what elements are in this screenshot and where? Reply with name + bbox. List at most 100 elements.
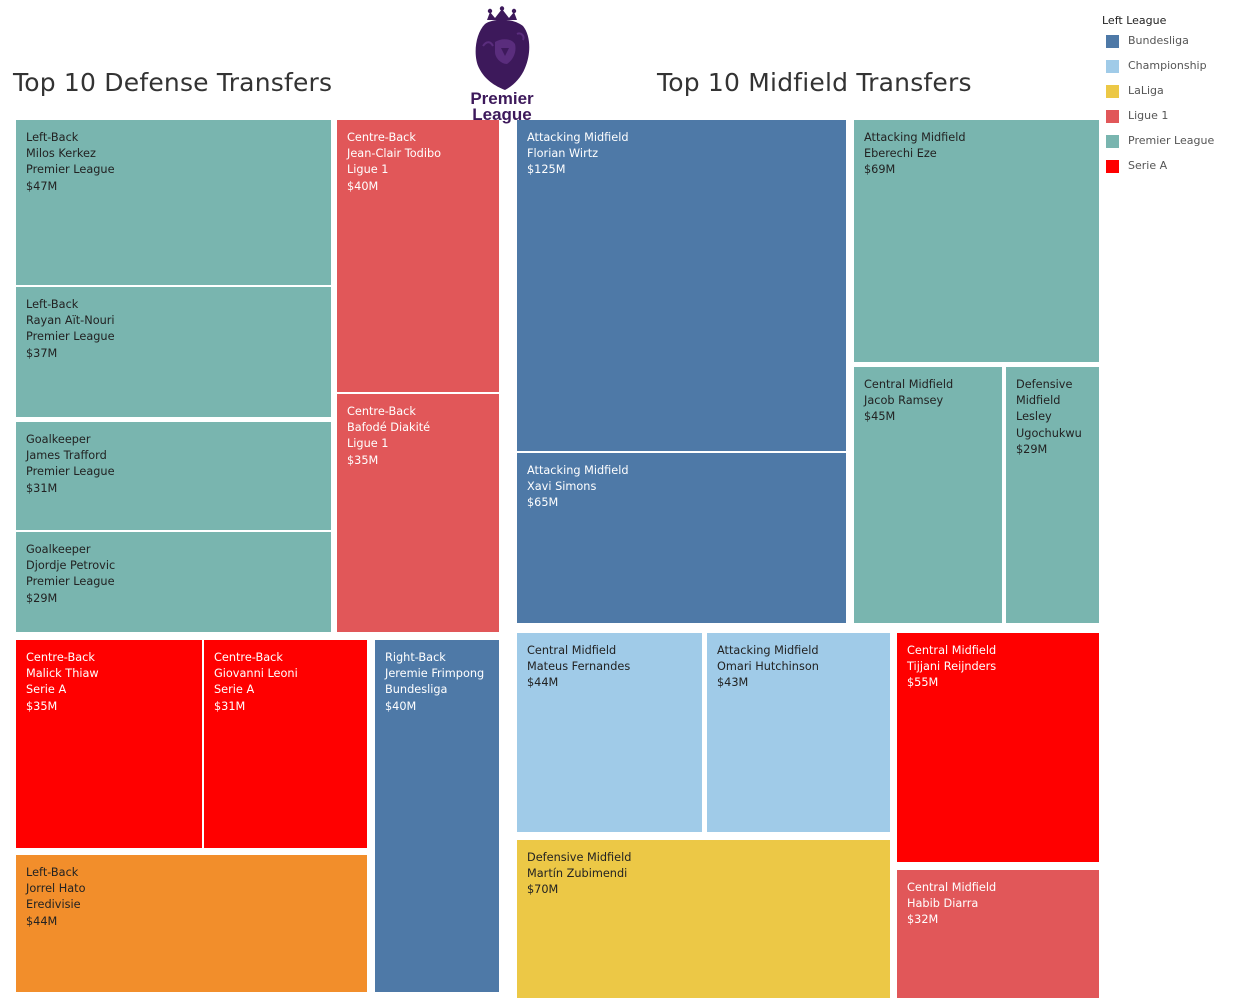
legend-swatch bbox=[1106, 160, 1119, 173]
tile-value-label: $35M bbox=[26, 699, 58, 713]
tile-position-label: Central Midfield bbox=[527, 644, 617, 657]
tile-value-label: $35M bbox=[347, 453, 379, 467]
tile-player-name: Tijjani Reijnders bbox=[907, 660, 997, 674]
legend-swatch bbox=[1106, 135, 1119, 148]
treemap-tile[interactable]: Centre-Back Giovanni Leoni Serie A $31M bbox=[204, 640, 367, 848]
tile-player-name-part: Lesley bbox=[1016, 410, 1052, 424]
tile-position-label-part: Midfield bbox=[1016, 394, 1061, 408]
treemap-tile[interactable]: Central Midfield Jacob Ramsey $45M bbox=[854, 367, 1002, 623]
tile-player-name: Jeremie Frimpong bbox=[385, 667, 485, 681]
tile-position-label: Centre-Back bbox=[347, 405, 416, 418]
tile-player-name: Eberechi Eze bbox=[864, 147, 937, 161]
treemap-tile[interactable]: Defensive Midfield Martín Zubimendi $70M bbox=[517, 840, 890, 998]
legend-label: Ligue 1 bbox=[1128, 109, 1169, 122]
tile-value-label: $125M bbox=[527, 163, 566, 177]
treemap-tile[interactable]: Goalkeeper James Trafford Premier League $3… bbox=[16, 422, 331, 530]
tile-position-label: Attacking Midfield bbox=[527, 131, 629, 144]
tile-league-label: Ligue 1 bbox=[347, 437, 389, 451]
tile-player-name: Omari Hutchinson bbox=[717, 660, 819, 674]
tile-league-label: Premier League bbox=[26, 575, 115, 589]
tile-league-label: Premier League bbox=[26, 163, 115, 177]
tile-position-label: Goalkeeper bbox=[26, 433, 91, 446]
tile-value-label: $40M bbox=[347, 179, 379, 193]
legend-item[interactable]: Serie A bbox=[1102, 158, 1167, 183]
tile-position-label-part: Defensive bbox=[1016, 378, 1073, 391]
tile-position-label: Centre-Back bbox=[26, 651, 95, 664]
tile-value-label: $69M bbox=[864, 163, 896, 177]
tile-position-label: Central Midfield bbox=[907, 644, 997, 657]
treemap-tile[interactable]: Centre-Back Malick Thiaw Serie A $35M bbox=[16, 640, 202, 848]
tile-position-label: Central Midfield bbox=[907, 881, 997, 894]
legend-items: Bundesliga Championship LaLiga Ligue 1 Premi… bbox=[1102, 33, 1214, 183]
logo-text-league: League bbox=[472, 105, 532, 124]
tile-player-name: Xavi Simons bbox=[527, 480, 597, 494]
tile-position-label: Right-Back bbox=[385, 651, 446, 664]
legend-label: Premier League bbox=[1128, 134, 1215, 147]
tile-league-label: Ligue 1 bbox=[347, 163, 389, 177]
tile-position-label: Central Midfield bbox=[864, 378, 954, 391]
treemap-tile[interactable]: Attacking Midfield Florian Wirtz $125M bbox=[517, 120, 846, 451]
midfield-chart-title: Top 10 Midfield Transfers bbox=[657, 68, 972, 97]
treemap-tile[interactable]: Central Midfield Tijjani Reijnders $55M bbox=[897, 633, 1099, 862]
legend-swatch bbox=[1106, 85, 1119, 98]
tile-league-label: Premier League bbox=[26, 465, 115, 479]
treemap-tile[interactable]: Left-Back Milos Kerkez Premier League $47M bbox=[16, 120, 331, 285]
legend-swatch bbox=[1106, 60, 1119, 73]
legend-item[interactable]: Premier League bbox=[1102, 133, 1214, 158]
legend-item[interactable]: LaLiga bbox=[1102, 83, 1166, 108]
treemap-tile[interactable]: Goalkeeper Djordje Petrovic Premier League… bbox=[16, 532, 331, 632]
treemap-tile[interactable]: Defensive Midfield Lesley Ugochukwu $29M bbox=[1006, 367, 1099, 623]
tile-value-label: $29M bbox=[26, 591, 58, 605]
tile-player-name-part: Ugochukwu bbox=[1016, 426, 1082, 440]
treemap-tile[interactable]: Centre-Back Jean-Clair Todibo Ligue 1 $40M bbox=[337, 120, 499, 392]
tile-value-label: $29M bbox=[1016, 442, 1048, 456]
tile-player-name: Florian Wirtz bbox=[527, 147, 599, 161]
tile-position-label: Left-Back bbox=[26, 866, 79, 879]
treemap-tile[interactable]: Left-Back Jorrel Hato Eredivisie $44M bbox=[16, 855, 367, 992]
tile-league-label: Serie A bbox=[26, 683, 67, 697]
treemap-tile[interactable]: Attacking Midfield Eberechi Eze $69M bbox=[854, 120, 1099, 362]
tile-league-label: Serie A bbox=[214, 683, 255, 697]
tile-player-name: Malick Thiaw bbox=[26, 667, 99, 681]
legend-title: Left League bbox=[1102, 14, 1167, 27]
tile-value-label: $45M bbox=[864, 410, 896, 424]
tile-value-label: $65M bbox=[527, 496, 559, 510]
tile-value-label: $37M bbox=[26, 346, 58, 360]
tile-position-label: Left-Back bbox=[26, 131, 79, 144]
tile-league-label: Eredivisie bbox=[26, 898, 81, 912]
premier-league-logo: Premier League bbox=[470, 6, 534, 124]
tile-position-label: Attacking Midfield bbox=[864, 131, 966, 144]
tile-position-label: Attacking Midfield bbox=[527, 464, 629, 477]
treemap-tile[interactable]: Central Midfield Habib Diarra $32M bbox=[897, 870, 1099, 998]
tile-player-name: Jorrel Hato bbox=[26, 882, 86, 896]
tile-position-label: Defensive Midfield bbox=[527, 851, 632, 864]
treemap-tile[interactable]: Attacking Midfield Omari Hutchinson $43M bbox=[707, 633, 890, 832]
tile-value-label: $31M bbox=[26, 481, 58, 495]
legend-item[interactable]: Championship bbox=[1102, 58, 1207, 83]
legend-swatch bbox=[1106, 35, 1119, 48]
tile-league-label: Bundesliga bbox=[385, 683, 448, 697]
tile-player-name: James Trafford bbox=[26, 449, 107, 463]
treemap-tile[interactable]: Left-Back Rayan Aït-Nouri Premier League $3… bbox=[16, 287, 331, 417]
treemap-tile[interactable]: Attacking Midfield Xavi Simons $65M bbox=[517, 453, 846, 623]
treemap-tile[interactable]: Right-Back Jeremie Frimpong Bundesliga $40M bbox=[375, 640, 499, 992]
tile-player-name: Jacob Ramsey bbox=[864, 394, 944, 408]
legend: Left League Bundesliga Championship LaLiga… bbox=[1102, 14, 1214, 183]
treemap-tile[interactable]: Central Midfield Mateus Fernandes $44M bbox=[517, 633, 702, 832]
tile-player-name: Martín Zubimendi bbox=[527, 867, 628, 881]
tile-player-name: Rayan Aït-Nouri bbox=[26, 314, 115, 328]
tile-player-name: Bafodé Diakité bbox=[347, 421, 431, 435]
legend-item[interactable]: Bundesliga bbox=[1102, 33, 1189, 58]
tile-value-label: $31M bbox=[214, 699, 246, 713]
tile-value-label: $47M bbox=[26, 179, 58, 193]
tile-player-name: Mateus Fernandes bbox=[527, 660, 631, 674]
tile-player-name: Giovanni Leoni bbox=[214, 667, 298, 681]
legend-label: LaLiga bbox=[1128, 84, 1164, 97]
tile-position-label: Attacking Midfield bbox=[717, 644, 819, 657]
logo-text-premier: Premier bbox=[470, 89, 534, 108]
legend-label: Championship bbox=[1128, 59, 1207, 72]
legend-item[interactable]: Ligue 1 bbox=[1102, 108, 1169, 133]
tile-player-name: Milos Kerkez bbox=[26, 147, 96, 161]
tile-player-name: Habib Diarra bbox=[907, 897, 979, 911]
treemap-tile[interactable]: Centre-Back Bafodé Diakité Ligue 1 $35M bbox=[337, 394, 499, 632]
